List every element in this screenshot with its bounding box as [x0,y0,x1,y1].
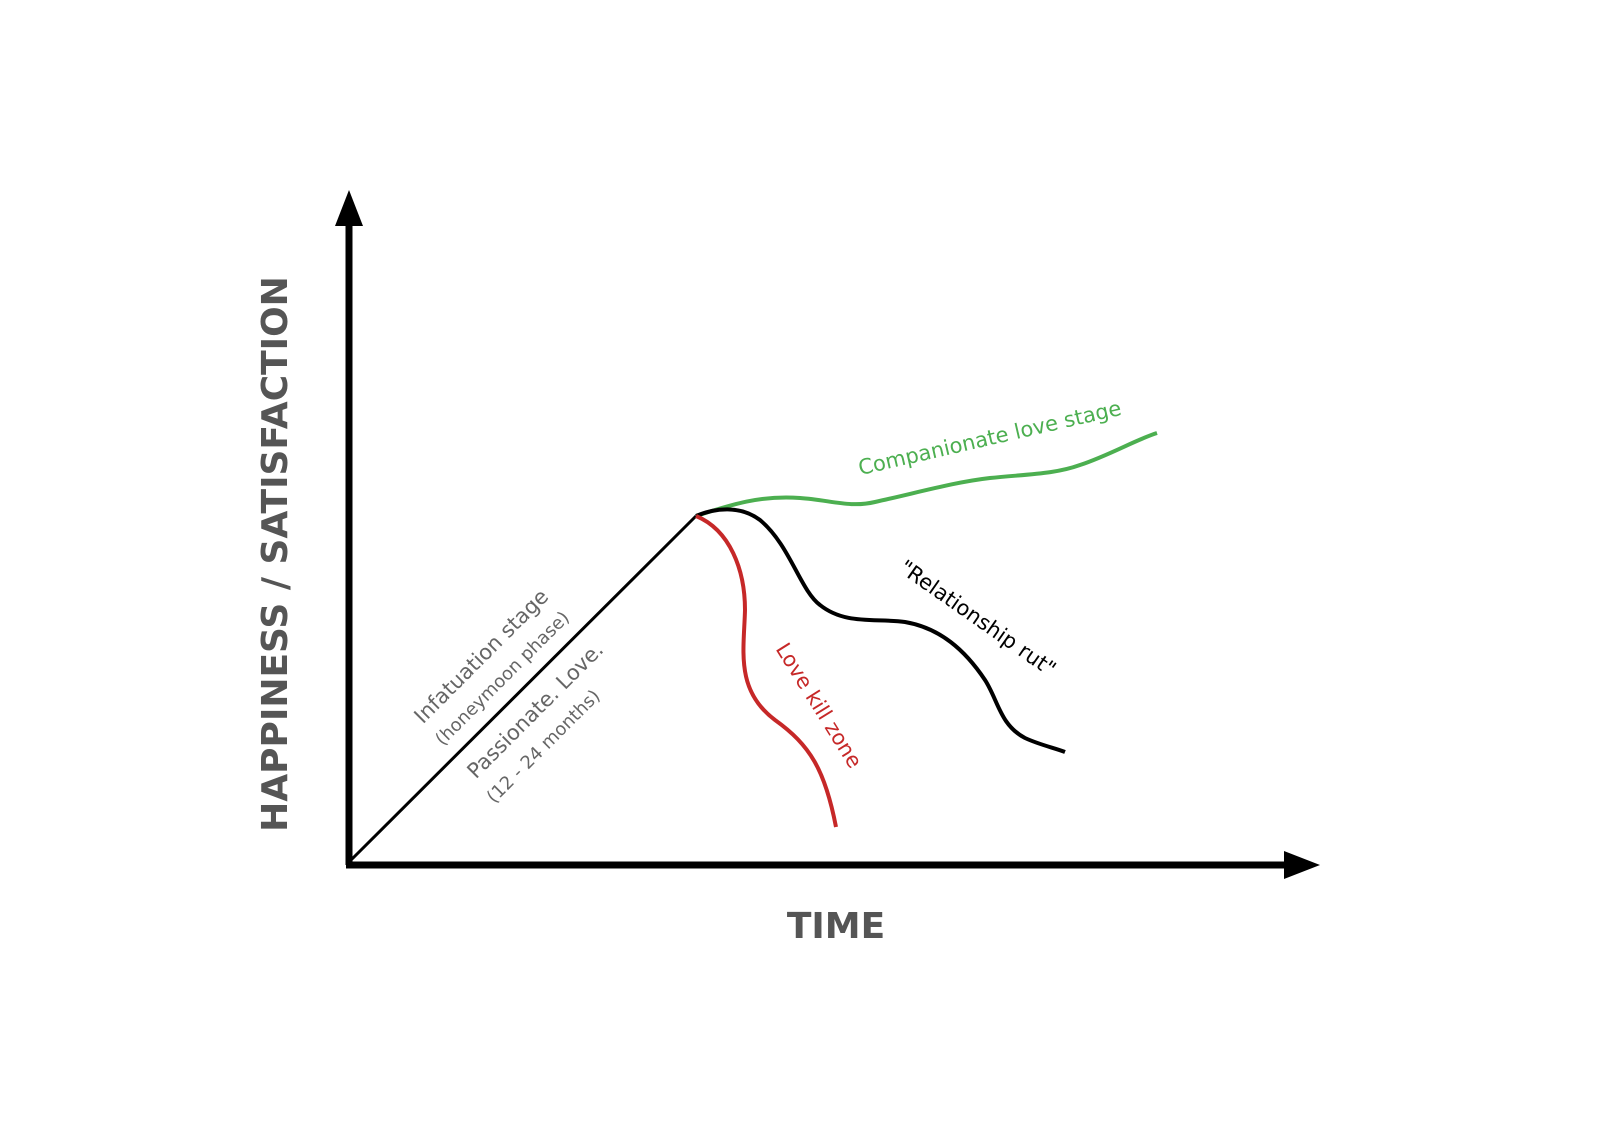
y-axis-label: HAPPINESS / SATISFACTION [255,276,296,832]
x-axis-arrow [1284,851,1320,879]
annotation: "Relationship rut" [895,555,1060,681]
annotation: Companionate love stage [856,396,1124,480]
kill-zone-curve [695,514,838,828]
annotation: Love kill zone [771,639,867,773]
rut-curve [695,507,1066,754]
y-axis-arrow [335,190,363,226]
rise-line [347,514,698,864]
x-axis-label: TIME [787,906,885,947]
companionate-curve [695,431,1158,518]
